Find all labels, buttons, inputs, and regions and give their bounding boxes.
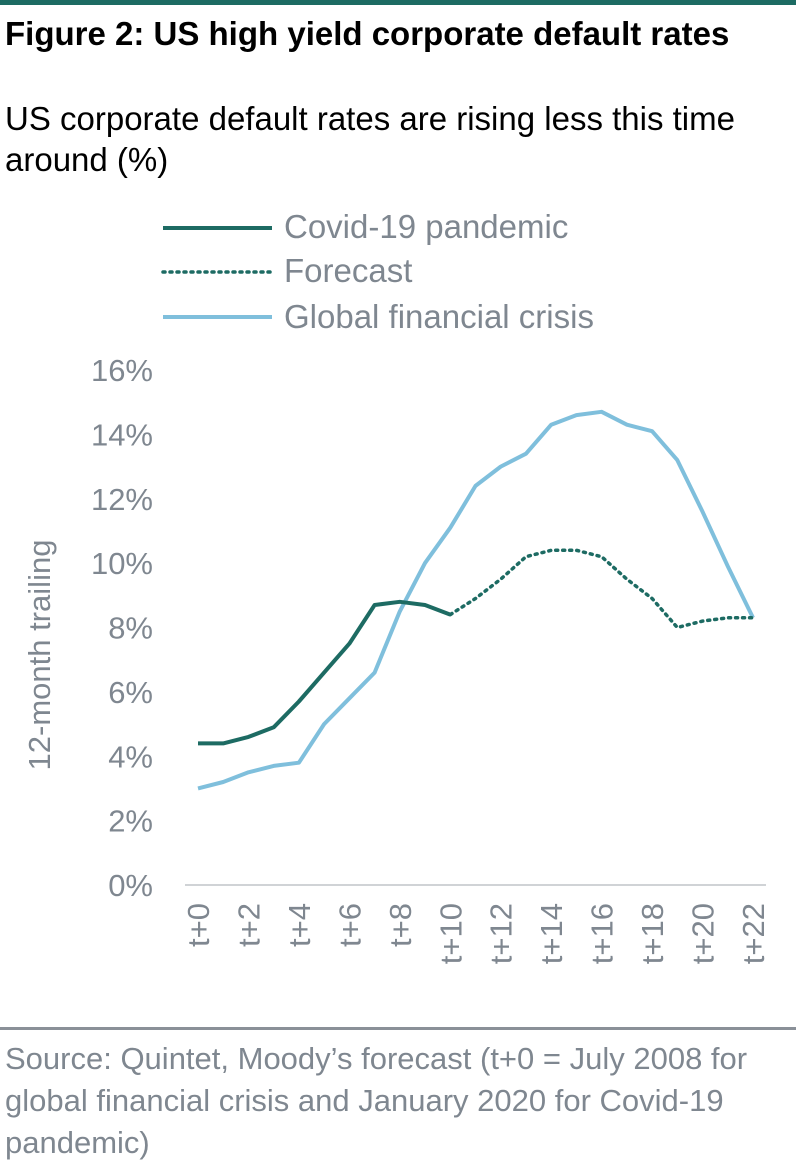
top-rule: [0, 0, 796, 5]
x-tick-label: t+22: [736, 903, 771, 964]
series-line-covid: [198, 599, 452, 746]
x-tick-label: t+16: [585, 903, 620, 964]
x-tick-label: t+8: [383, 903, 418, 947]
legend-item-forecast: Forecast: [161, 252, 412, 289]
chart-subtitle: US corporate default rates are rising le…: [5, 100, 735, 178]
legend-label-gfc: Global financial crisis: [284, 298, 594, 335]
legend-label-covid: Covid-19 pandemic: [284, 208, 568, 245]
x-tick-label: t+10: [433, 903, 468, 964]
y-axis-label: 12-month trailing: [22, 540, 57, 771]
y-axis-ticks: 0% 2% 4% 6% 8% 10% 12% 14% 16%: [91, 353, 153, 903]
x-tick-label: t+2: [231, 903, 266, 947]
series-line-forecast: [448, 548, 755, 630]
legend-label-forecast: Forecast: [284, 252, 412, 289]
y-tick-label: 8%: [108, 611, 153, 646]
y-tick-label: 0%: [108, 868, 153, 903]
legend-item-gfc: Global financial crisis: [163, 298, 594, 335]
x-tick-label: t+4: [282, 903, 317, 947]
x-tick-label: t+0: [181, 903, 216, 947]
chart-title: Figure 2: US high yield corporate defaul…: [5, 15, 730, 52]
y-tick-label: 6%: [108, 675, 153, 710]
y-tick-label: 4%: [108, 739, 153, 774]
plot-area: [197, 409, 755, 791]
legend-item-covid: Covid-19 pandemic: [163, 208, 568, 245]
series-line-gfc: [197, 409, 755, 791]
x-tick-label: t+20: [686, 903, 721, 964]
source-note: Source: Quintet, Moody’s forecast (t+0 =…: [5, 1041, 748, 1160]
y-tick-label: 12%: [91, 482, 153, 517]
y-tick-label: 10%: [91, 546, 153, 581]
x-tick-label: t+14: [534, 903, 569, 964]
y-tick-label: 16%: [91, 353, 153, 388]
line-chart: Covid-19 pandemic Forecast Global financ…: [22, 208, 771, 964]
x-tick-label: t+12: [484, 903, 519, 964]
bottom-rule: [0, 1027, 796, 1030]
x-tick-label: t+6: [332, 903, 367, 947]
x-tick-label: t+18: [635, 903, 670, 964]
y-tick-label: 14%: [91, 417, 153, 452]
legend: Covid-19 pandemic Forecast Global financ…: [161, 208, 594, 335]
y-tick-label: 2%: [108, 804, 153, 839]
x-axis-ticks: t+0 t+2 t+4 t+6 t+8 t+10 t+12 t+14 t+16 t+18 t+20 t…: [181, 903, 771, 964]
